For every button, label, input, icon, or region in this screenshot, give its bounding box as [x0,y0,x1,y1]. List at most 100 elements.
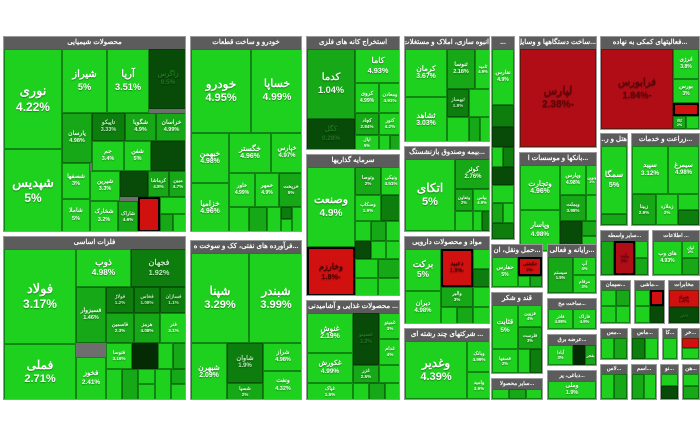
stock-tile[interactable] [353,383,369,399]
stock-tile-اخابر[interactable]: اخابر [669,307,699,323]
stock-tile-وصنعت[interactable]: وصنعت 4.9% [307,167,355,247]
stock-tile-ومعادن[interactable]: ومعادن 4.91% [379,83,399,113]
stock-tile[interactable] [601,241,614,275]
stock-tile-جم[interactable]: جم 3.4% [92,141,124,171]
stock-tile-فرابورس[interactable]: فرابورس -1.84% [601,49,673,129]
stock-tile-مبین[interactable]: مبین 4.7% [169,171,185,197]
stock-tile-اتکای[interactable]: اتکای 5% [405,159,455,231]
stock-tile[interactable] [492,167,514,185]
stock-tile[interactable] [492,223,514,239]
stock-tile-ثشاهد[interactable]: ثشاهد 3.03% [405,97,447,141]
stock-tile-وامید[interactable]: وامید 3.9% [467,372,489,399]
stock-tile[interactable] [492,147,503,167]
stock-tile[interactable] [678,194,699,210]
stock-tile-برکت[interactable]: برکت 5% [405,249,441,291]
stock-tile-های وب[interactable]: های وب 4.93% [653,241,682,275]
stock-tile[interactable] [683,374,699,386]
stock-tile[interactable] [614,374,627,399]
stock-tile-کرماشا[interactable]: کرماشا 4.8% [148,171,169,197]
stock-tile-همراه[interactable]: همراه 1.47% [669,290,699,307]
stock-tile[interactable] [155,369,171,399]
stock-tile-وتوصا[interactable]: وتوصا 2% [355,167,381,195]
stock-tile[interactable] [355,221,371,241]
stock-tile-خودرو[interactable]: خودرو 4.95% [191,49,251,133]
stock-tile[interactable] [158,343,173,369]
stock-tile-وتجارت[interactable]: وتجارت 4.96% [520,165,560,210]
stock-tile[interactable] [381,195,399,221]
stock-tile[interactable] [473,211,482,231]
stock-tile-خپارس[interactable]: خپارس 4.97% [271,133,301,173]
stock-tile[interactable] [616,290,630,306]
stock-tile[interactable] [632,338,645,359]
stock-tile-غکورش[interactable]: غکورش 4.99% [307,353,353,383]
stock-tile-دیران[interactable]: دیران 4.98% [405,291,441,323]
stock-tile-کنور[interactable]: کنور 4.2% [379,113,399,135]
stock-tile[interactable] [385,383,399,399]
stock-tile-پارسان[interactable]: پارسان 4.98% [62,113,92,163]
stock-tile[interactable] [482,211,489,231]
stock-tile-ثنوسا[interactable]: ثنوسا 2.18% [447,49,475,89]
stock-tile-خبهمن[interactable]: خبهمن 4.98% [191,133,229,183]
stock-tile[interactable] [355,241,371,259]
stock-tile-شسپا[interactable]: شسپا 2% [227,383,263,399]
stock-tile-نفارس[interactable]: نفارس 4.9% [492,49,514,105]
stock-tile-قصفها[interactable]: قصفها 2% [492,349,518,373]
stock-tile-شپنا[interactable]: شپنا 3.29% [191,253,249,343]
stock-tile[interactable] [469,89,489,117]
stock-tile-وبملت[interactable]: وبملت 3.98% [560,195,586,221]
stock-tile-وخارزم[interactable]: وخارزم -1.8% [307,247,355,295]
stock-tile[interactable] [601,338,614,359]
stock-tile[interactable] [355,278,378,295]
stock-tile-خساپا[interactable]: خساپا 4.99% [251,49,301,133]
stock-tile[interactable] [601,290,616,306]
stock-tile-فنر[interactable]: فنر 3.1% [160,313,185,343]
stock-tile-لپارس[interactable]: لپارس -2.38% [520,49,596,147]
stock-tile-شپدیس[interactable]: شپدیس 5% [4,149,62,231]
stock-tile-خریخت[interactable]: خریخت 5% [279,173,301,207]
stock-tile[interactable] [457,307,473,323]
stock-tile[interactable] [492,127,514,147]
stock-tile-شفن[interactable]: شفن 5% [124,141,151,171]
stock-tile[interactable] [530,349,542,373]
stock-tile-فولاد[interactable]: فولاد 3.17% [4,249,76,344]
stock-tile-وسکاب[interactable]: وسکاب 1.9% [355,195,381,221]
stock-tile[interactable] [616,306,630,323]
stock-tile[interactable] [601,374,614,399]
stock-tile-نوری[interactable]: نوری 4.22% [4,49,62,149]
stock-tile[interactable] [160,214,173,231]
stock-tile[interactable] [379,135,390,149]
stock-tile[interactable] [582,221,596,236]
stock-tile-ونفت[interactable]: ونفت 4.32% [263,371,301,399]
stock-tile[interactable] [661,386,678,399]
stock-tile-خراسان[interactable]: خراسان 4.99% [156,113,185,141]
stock-tile[interactable] [586,195,596,221]
stock-tile[interactable] [518,276,530,287]
stock-tile[interactable] [614,338,627,359]
stock-tile-شراز[interactable]: شراز 4.98% [263,343,301,371]
stock-tile-دعبید[interactable]: دعبید -1.9% [441,249,473,287]
stock-tile-بپاس[interactable]: بپاس 4.9% [473,189,489,211]
stock-tile[interactable] [503,203,514,223]
stock-tile[interactable] [526,389,542,399]
stock-tile[interactable] [132,343,158,369]
stock-tile-کوثر[interactable]: کوثر 2.76% [455,159,489,189]
stock-tile[interactable] [682,338,699,348]
stock-tile-شخارک[interactable]: شخارک 3.2% [90,201,118,231]
stock-tile[interactable] [386,221,399,241]
stock-tile-شاملا[interactable]: شاملا 5% [62,199,90,231]
stock-tile[interactable] [673,103,699,116]
stock-tile[interactable] [492,389,509,399]
stock-tile[interactable] [473,249,489,269]
stock-tile-شگویا[interactable]: شگویا 4.9% [125,113,156,141]
stock-tile-وملی[interactable]: وملی 1.9% [548,381,596,399]
stock-tile-سپید[interactable]: سپید 3.12% [632,146,668,194]
stock-tile-بفجر[interactable]: بفجر [585,345,596,365]
stock-tile-غدام[interactable]: غدام 4% [379,339,399,365]
stock-tile[interactable] [281,219,292,231]
stock-tile[interactable] [369,383,385,399]
stock-tile[interactable] [661,374,678,386]
stock-tile[interactable] [650,290,664,306]
stock-tile-انرژی[interactable]: انرژی 3.8% [673,49,699,79]
stock-tile-زاگرس[interactable]: زاگرس 0.5% [149,49,185,109]
stock-tile-کگل[interactable]: کگل 0.28% [307,119,355,149]
